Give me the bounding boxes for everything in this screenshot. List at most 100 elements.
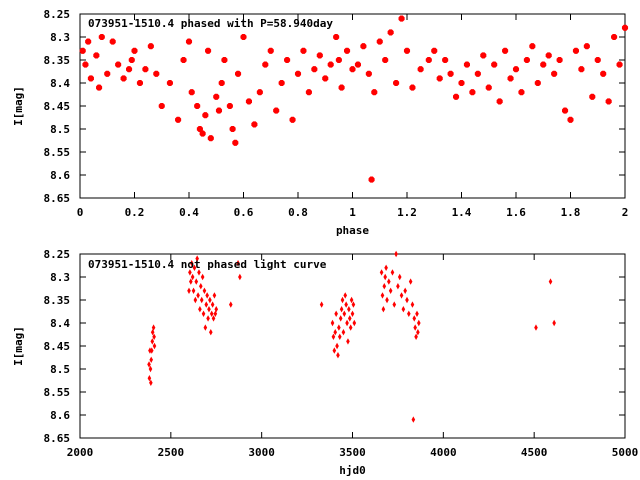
data-point [410, 301, 415, 308]
y-tick-label: 8.4 [50, 77, 70, 90]
data-point [496, 98, 503, 105]
y-tick-label: 8.55 [44, 146, 71, 159]
data-point [332, 347, 337, 354]
data-point [335, 56, 342, 64]
data-point [189, 260, 194, 267]
data-point [399, 292, 404, 299]
data-point [447, 70, 454, 77]
y-tick-label: 8.5 [50, 123, 70, 136]
data-point [207, 135, 214, 142]
data-point [208, 296, 212, 304]
data-point [235, 70, 242, 77]
data-point [188, 269, 192, 276]
data-point [340, 296, 345, 304]
data-point [379, 269, 384, 276]
data-point [199, 296, 204, 304]
data-point [82, 61, 89, 68]
y-tick-label: 8.55 [44, 386, 71, 399]
data-point [562, 107, 569, 114]
data-point [383, 273, 387, 281]
data-point [388, 287, 393, 294]
data-point [390, 269, 395, 276]
y-tick-label: 8.45 [44, 340, 71, 353]
data-point [458, 79, 465, 87]
data-point [195, 255, 199, 262]
y-tick-label: 8.6 [50, 409, 70, 422]
data-point [491, 61, 498, 68]
x-tick-label: 1.2 [397, 206, 417, 219]
data-point [152, 342, 157, 350]
y-tick-label: 8.5 [50, 363, 70, 376]
y-tick-label: 8.35 [44, 54, 71, 67]
data-point [158, 102, 165, 110]
y-tick-label: 8.6 [50, 169, 70, 182]
data-point [572, 47, 579, 54]
data-point [394, 250, 398, 258]
x-tick-label: 0.8 [288, 206, 308, 219]
data-point [166, 79, 173, 87]
data-point [417, 319, 421, 327]
x-tick-label: 4500 [521, 446, 548, 459]
data-point [405, 296, 409, 304]
data-point [339, 306, 344, 313]
data-point [147, 375, 152, 382]
data-point [202, 287, 207, 294]
data-point [381, 306, 386, 313]
data-point [605, 98, 612, 105]
data-point [344, 301, 348, 308]
data-point [278, 79, 285, 87]
y-tick-label: 8.45 [44, 100, 71, 113]
data-point [115, 61, 122, 68]
data-point [207, 306, 211, 313]
data-point [600, 70, 607, 77]
y-axis-label: I[mag] [12, 86, 25, 126]
data-point [262, 61, 269, 68]
data-point [322, 75, 329, 82]
data-point [382, 56, 389, 64]
data-point [319, 301, 324, 308]
data-point [197, 269, 201, 276]
data-point [221, 56, 228, 64]
y-tick-label: 8.65 [44, 432, 71, 445]
data-point [349, 66, 356, 73]
data-point [392, 301, 397, 308]
data-point [142, 66, 149, 73]
data-point [382, 283, 387, 290]
data-point [104, 70, 111, 77]
data-point [534, 79, 541, 87]
data-point [540, 61, 547, 68]
data-point [131, 47, 138, 54]
data-point [480, 52, 487, 59]
data-point [338, 84, 345, 91]
data-point [578, 66, 585, 73]
data-point [336, 352, 340, 359]
data-point [347, 306, 351, 313]
data-point [256, 89, 263, 96]
y-tick-label: 8.3 [50, 31, 70, 44]
data-point [376, 38, 383, 45]
data-point [199, 130, 206, 137]
data-point [387, 29, 394, 36]
data-point [347, 315, 352, 322]
data-point [387, 278, 391, 285]
data-point [346, 338, 350, 345]
data-point [148, 365, 153, 373]
data-point [548, 278, 553, 285]
data-point [240, 33, 247, 41]
data-point [567, 116, 574, 123]
data-point [128, 56, 135, 64]
data-point [211, 315, 216, 322]
data-point [350, 310, 355, 317]
data-point [474, 70, 481, 77]
phased-light-curve-chart: 0 0.2 0.4 0.6 0.8 1 1.2 1.4 1.6 1.8 2 8.25 8.3 8.35 8.… [12, 8, 628, 237]
data-point [408, 278, 413, 285]
data-point [360, 43, 367, 50]
data-point [236, 260, 240, 267]
data-point [351, 301, 356, 308]
data-point [226, 102, 233, 110]
data-point [534, 324, 538, 331]
data-point [327, 61, 334, 68]
x-tick-label: 3000 [248, 446, 275, 459]
